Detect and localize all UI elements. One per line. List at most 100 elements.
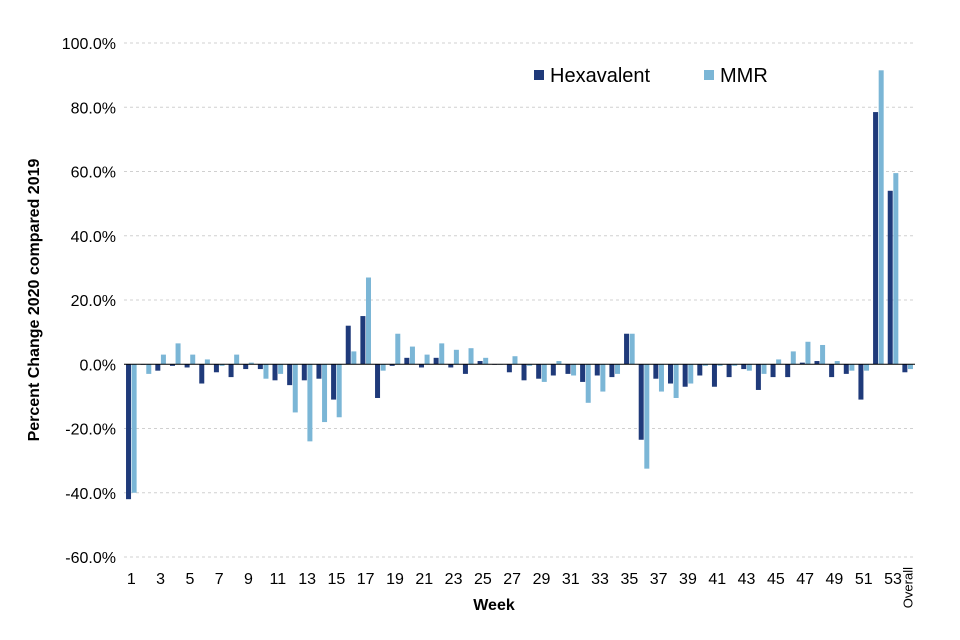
bar-mmr <box>673 364 679 398</box>
bar-mmr <box>175 343 181 365</box>
bar-mmr <box>409 346 415 365</box>
bar-hexavalent <box>375 364 381 398</box>
y-tick-label: 0.0% <box>80 357 116 374</box>
bar-hexavalent <box>404 357 410 365</box>
bar-hexavalent <box>301 364 307 381</box>
bar-hexavalent <box>741 364 747 370</box>
bar-mmr <box>263 364 269 379</box>
bar-hexavalent <box>624 333 630 365</box>
x-tick-label: 27 <box>503 571 521 588</box>
bar-mmr <box>234 354 240 365</box>
x-tick-label: 1 <box>127 571 136 588</box>
bar-hexavalent <box>814 361 820 365</box>
bar-mmr <box>307 364 313 442</box>
gridlines <box>124 42 915 558</box>
x-tick-label: 43 <box>738 571 756 588</box>
x-tick-label: 11 <box>270 571 287 588</box>
bar-hexavalent <box>521 364 527 381</box>
bar-hexavalent <box>755 364 761 390</box>
bar-mmr <box>878 70 884 365</box>
bar-hexavalent <box>887 190 893 365</box>
bar-hexavalent <box>213 364 219 373</box>
x-tick-label: 9 <box>244 571 253 588</box>
bar-mmr <box>219 364 225 366</box>
bar-mmr <box>190 354 196 365</box>
bar-mmr <box>907 364 913 370</box>
bar-mmr <box>776 359 782 365</box>
x-axis-label: Week <box>473 597 515 614</box>
x-tick-label: 29 <box>533 571 551 588</box>
x-tick-label: Overall <box>901 567 916 608</box>
bar-mmr <box>439 343 445 365</box>
bar-mmr <box>761 364 767 374</box>
legend: Hexavalent MMR <box>534 65 768 87</box>
bar-mmr <box>512 356 518 365</box>
bar-hexavalent <box>653 364 659 379</box>
bar-hexavalent <box>799 362 805 365</box>
bar-hexavalent <box>873 112 879 365</box>
x-tick-label: 49 <box>826 571 844 588</box>
bar-mmr <box>527 364 533 366</box>
bar-hexavalent <box>668 364 674 384</box>
bar-mmr <box>365 277 371 365</box>
bar-hexavalent <box>858 364 864 400</box>
bar-hexavalent <box>536 364 542 379</box>
bar-mmr <box>571 364 577 376</box>
y-tick-label: 100.0% <box>62 36 116 53</box>
bar-mmr <box>292 364 298 413</box>
bar-mmr <box>336 364 342 418</box>
x-tick-label: 53 <box>884 571 902 588</box>
bar-mmr <box>248 362 254 365</box>
x-tick-label: 39 <box>679 571 697 588</box>
bar-mmr <box>658 364 664 392</box>
bar-mmr <box>395 333 401 365</box>
bar-hexavalent <box>843 364 849 374</box>
bar-hexavalent <box>477 361 483 365</box>
bar-mmr <box>380 364 386 371</box>
x-tick-label: 15 <box>327 571 345 588</box>
bar-hexavalent <box>726 364 732 378</box>
x-tick-label: 31 <box>562 571 580 588</box>
bar-mmr <box>893 173 899 365</box>
bar-hexavalent <box>609 364 615 378</box>
bar-hexavalent <box>257 364 263 370</box>
y-tick-label: -20.0% <box>65 422 116 439</box>
bar-mmr <box>483 357 489 365</box>
bar-mmr <box>600 364 606 392</box>
y-axis-ticks: 100.0% 80.0% 60.0% 40.0% 20.0% 0.0% -20.0% -40.… <box>62 36 116 567</box>
bar-hexavalent <box>126 364 132 500</box>
bar-hexavalent <box>155 364 161 371</box>
bar-hexavalent <box>433 357 439 365</box>
x-tick-label: 7 <box>215 571 224 588</box>
bar-mmr <box>541 364 547 382</box>
x-tick-label: 21 <box>415 571 433 588</box>
x-tick-label: 51 <box>855 571 873 588</box>
x-tick-label: 5 <box>185 571 194 588</box>
x-tick-label: 47 <box>796 571 814 588</box>
bar-mmr <box>629 333 635 365</box>
bar-mmr <box>732 364 738 366</box>
bar-hexavalent <box>389 364 395 366</box>
x-tick-label: 37 <box>650 571 668 588</box>
bar-hexavalent <box>506 364 512 373</box>
bar-hexavalent <box>580 364 586 382</box>
bar-hexavalent <box>243 364 249 370</box>
bar-hexavalent <box>770 364 776 378</box>
bar-hexavalent <box>711 364 717 387</box>
x-tick-label: 23 <box>445 571 463 588</box>
x-tick-label: 45 <box>767 571 785 588</box>
bar-mmr <box>702 364 708 366</box>
y-tick-label: 80.0% <box>71 100 116 117</box>
bar-mmr <box>585 364 591 403</box>
bar-mmr <box>322 364 328 423</box>
x-tick-label: 35 <box>620 571 638 588</box>
bar-hexavalent <box>360 316 366 365</box>
bar-hexavalent <box>287 364 293 386</box>
y-tick-label: -40.0% <box>65 486 116 503</box>
bar-mmr <box>688 364 694 384</box>
bar-hexavalent <box>638 364 644 440</box>
y-tick-label: 40.0% <box>71 229 116 246</box>
bar-hexavalent <box>272 364 278 381</box>
legend-label-mmr: MMR <box>720 65 768 87</box>
